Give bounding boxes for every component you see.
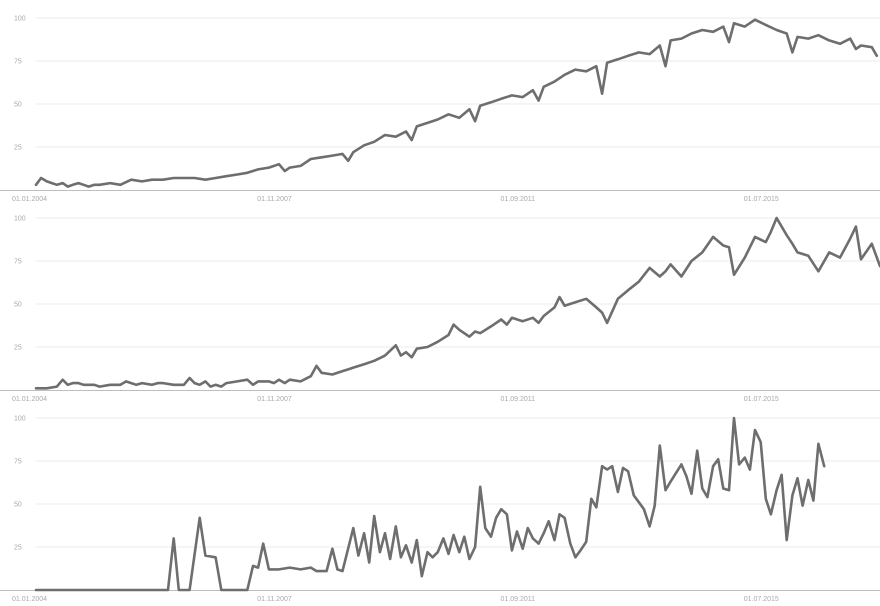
x-tick-label: 01.11.2007 bbox=[257, 596, 292, 603]
y-tick-label: 100 bbox=[14, 16, 26, 23]
y-tick-label: 75 bbox=[14, 59, 22, 66]
x-tick-label: 01.01.2004 bbox=[12, 396, 47, 403]
x-tick-label: 01.11.2007 bbox=[257, 396, 292, 403]
x-tick-label: 01.11.2007 bbox=[257, 196, 292, 203]
y-tick-label: 50 bbox=[14, 502, 22, 509]
y-tick-label: 75 bbox=[14, 259, 22, 266]
x-tick-label: 01.07.2015 bbox=[744, 196, 779, 203]
y-tick-label: 50 bbox=[14, 102, 22, 109]
x-tick-label: 01.07.2015 bbox=[744, 596, 779, 603]
x-tick-label: 01.01.2004 bbox=[12, 196, 47, 203]
series-line bbox=[34, 416, 826, 592]
y-tick-label: 25 bbox=[14, 545, 22, 552]
x-tick-label: 01.09.2011 bbox=[501, 196, 536, 203]
series-line bbox=[34, 18, 879, 188]
x-tick-label: 01.07.2015 bbox=[744, 396, 779, 403]
x-tick-label: 01.09.2011 bbox=[501, 396, 536, 403]
series-line bbox=[34, 216, 880, 390]
y-tick-label: 50 bbox=[14, 302, 22, 309]
trend-chart-2: 100 75 50 25 01.01.2004 01.11.2007 01.09.2011 0… bbox=[0, 216, 880, 403]
y-tick-label: 75 bbox=[14, 459, 22, 466]
x-tick-label: 01.09.2011 bbox=[501, 596, 536, 603]
trend-chart-3: 100 75 50 25 01.01.2004 01.11.2007 01.09.2011 0… bbox=[0, 416, 880, 603]
y-tick-label: 25 bbox=[14, 145, 22, 152]
x-tick-label: 01.01.2004 bbox=[12, 596, 47, 603]
y-tick-label: 100 bbox=[14, 416, 26, 423]
y-tick-label: 25 bbox=[14, 345, 22, 352]
trend-chart-1: 100 75 50 25 01.01.2004 01.11.2007 01.09.2011 0… bbox=[0, 16, 880, 203]
y-tick-label: 100 bbox=[14, 216, 26, 223]
